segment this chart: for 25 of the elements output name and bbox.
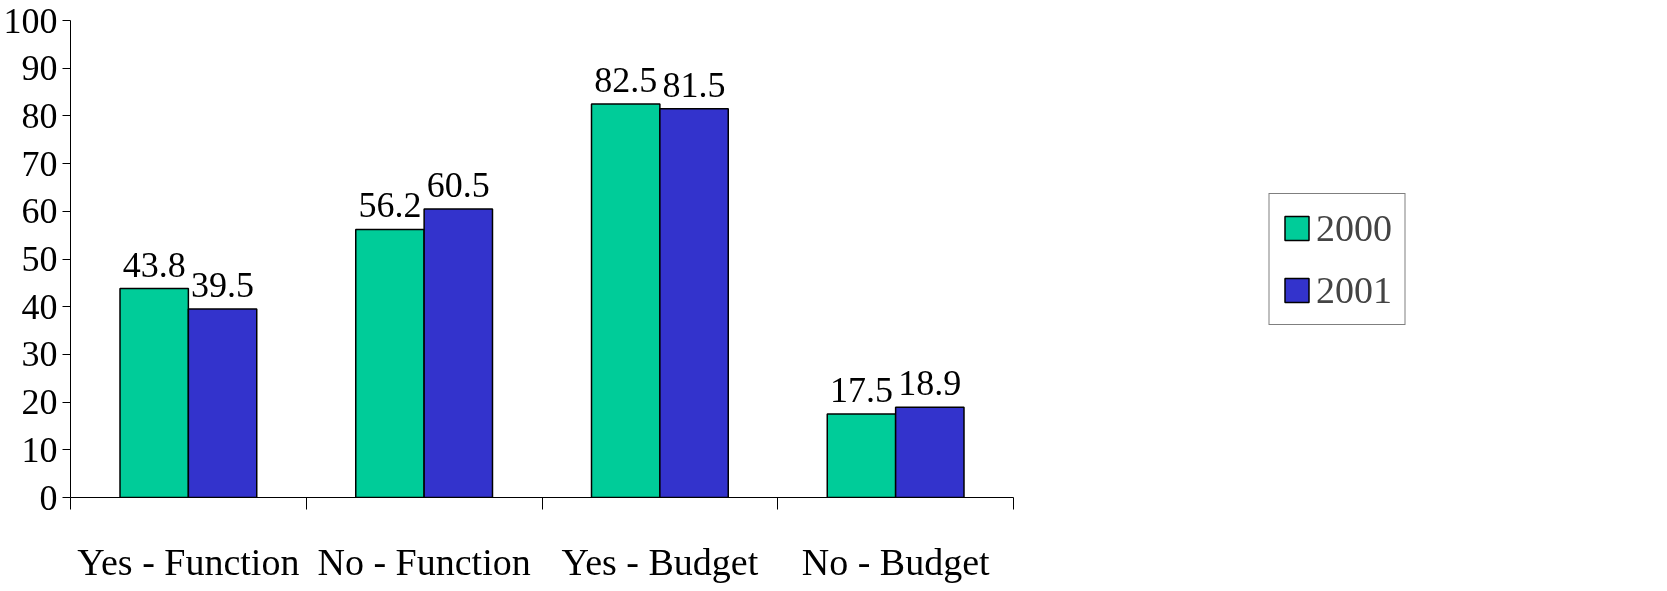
y-tick-label: 20 <box>21 382 58 423</box>
data-label: 39.5 <box>191 265 255 306</box>
y-tick-label: 100 <box>3 0 58 41</box>
y-tick-label: 40 <box>21 286 58 327</box>
y-tick-label: 50 <box>21 239 58 279</box>
data-label: 43.8 <box>122 244 186 285</box>
data-label: 56.2 <box>358 185 422 226</box>
y-tick-label: 10 <box>21 429 58 470</box>
x-tick-label: Yes - Function <box>77 540 300 583</box>
y-tick-label: 0 <box>39 477 58 518</box>
y-tick-label: 80 <box>21 95 58 136</box>
legend-label: 2001 <box>1316 267 1392 312</box>
y-tick-label: 70 <box>21 143 58 184</box>
y-tick-label: 30 <box>21 334 58 375</box>
y-tick-label: 90 <box>21 48 58 89</box>
data-label: 81.5 <box>662 64 726 105</box>
legend-label: 2000 <box>1316 205 1392 250</box>
x-tick-label: No - Function <box>317 540 531 583</box>
data-label: 18.9 <box>898 363 962 404</box>
y-tick-label: 60 <box>21 191 58 232</box>
data-label: 82.5 <box>594 59 658 100</box>
x-tick-label: No - Budget <box>801 540 990 583</box>
data-label: 17.5 <box>829 370 893 411</box>
data-label: 60.5 <box>426 164 490 205</box>
x-tick-label: Yes - Budget <box>561 540 759 583</box>
